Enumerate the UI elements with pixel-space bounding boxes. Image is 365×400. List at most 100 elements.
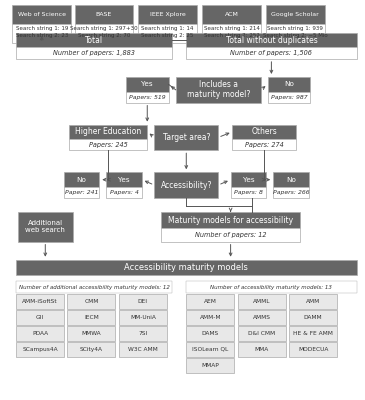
- Text: Papers: 987: Papers: 987: [271, 95, 307, 100]
- FancyBboxPatch shape: [273, 187, 309, 198]
- FancyBboxPatch shape: [186, 47, 357, 59]
- Text: Search string 1: 939: Search string 1: 939: [268, 26, 323, 31]
- FancyBboxPatch shape: [161, 228, 300, 242]
- FancyBboxPatch shape: [161, 212, 300, 228]
- FancyBboxPatch shape: [231, 172, 266, 187]
- Text: Search string 1: 297+30: Search string 1: 297+30: [70, 26, 138, 31]
- Text: DEI: DEI: [138, 299, 148, 304]
- Text: 7SI: 7SI: [138, 331, 147, 336]
- FancyBboxPatch shape: [16, 326, 64, 341]
- Text: W3C AMM: W3C AMM: [128, 347, 158, 352]
- Text: Search string 2: 70: Search string 2: 70: [78, 33, 130, 38]
- Text: Search string 1: 214: Search string 1: 214: [204, 26, 260, 31]
- Text: No: No: [284, 81, 294, 87]
- FancyBboxPatch shape: [68, 342, 115, 357]
- Text: Higher Education: Higher Education: [75, 127, 141, 136]
- Text: Papers: 245: Papers: 245: [89, 142, 128, 148]
- Text: Number of additional accessibility maturity models: 12: Number of additional accessibility matur…: [19, 285, 169, 290]
- FancyBboxPatch shape: [186, 33, 357, 47]
- FancyBboxPatch shape: [266, 5, 324, 24]
- FancyBboxPatch shape: [154, 124, 218, 150]
- FancyBboxPatch shape: [238, 326, 285, 341]
- FancyBboxPatch shape: [186, 342, 234, 357]
- FancyBboxPatch shape: [68, 294, 115, 309]
- FancyBboxPatch shape: [18, 212, 73, 242]
- Text: Papers: 8: Papers: 8: [234, 190, 263, 195]
- Text: Target area?: Target area?: [162, 133, 210, 142]
- FancyBboxPatch shape: [266, 24, 324, 43]
- FancyBboxPatch shape: [16, 47, 172, 59]
- FancyBboxPatch shape: [233, 139, 296, 150]
- Text: Others: Others: [251, 127, 277, 136]
- FancyBboxPatch shape: [16, 342, 64, 357]
- FancyBboxPatch shape: [68, 310, 115, 325]
- Text: Additional
web search: Additional web search: [25, 220, 65, 233]
- FancyBboxPatch shape: [186, 294, 234, 309]
- Text: Web of Science: Web of Science: [18, 12, 66, 17]
- Text: HE & FE AMM: HE & FE AMM: [293, 331, 333, 336]
- Text: Search string 2: 252: Search string 2: 252: [204, 33, 260, 38]
- Text: Maturity models for accessibility: Maturity models for accessibility: [168, 216, 293, 225]
- Text: Search string 1: 19: Search string 1: 19: [16, 26, 68, 31]
- Text: AEM: AEM: [204, 299, 217, 304]
- FancyBboxPatch shape: [16, 310, 64, 325]
- FancyBboxPatch shape: [119, 326, 167, 341]
- Text: Search string 1: 14: Search string 1: 14: [142, 26, 194, 31]
- Text: IECM: IECM: [84, 315, 99, 320]
- Text: SCity4A: SCity4A: [80, 347, 103, 352]
- Text: Google Scholar: Google Scholar: [272, 12, 319, 17]
- Text: BASE: BASE: [96, 12, 112, 17]
- Text: Accessibility?: Accessibility?: [161, 181, 212, 190]
- Text: DAMM: DAMM: [304, 315, 322, 320]
- Text: Includes a
maturity model?: Includes a maturity model?: [187, 80, 250, 100]
- FancyBboxPatch shape: [238, 342, 285, 357]
- FancyBboxPatch shape: [186, 282, 357, 293]
- Text: IEEE Xplore: IEEE Xplore: [150, 12, 185, 17]
- Text: GII: GII: [36, 315, 44, 320]
- Text: SCampus4A: SCampus4A: [22, 347, 58, 352]
- FancyBboxPatch shape: [233, 124, 296, 139]
- FancyBboxPatch shape: [107, 172, 142, 187]
- FancyBboxPatch shape: [64, 187, 99, 198]
- FancyBboxPatch shape: [16, 294, 64, 309]
- Text: MODECUA: MODECUA: [298, 347, 328, 352]
- FancyBboxPatch shape: [238, 310, 285, 325]
- FancyBboxPatch shape: [119, 310, 167, 325]
- FancyBboxPatch shape: [202, 24, 261, 43]
- Text: No: No: [77, 177, 87, 183]
- FancyBboxPatch shape: [107, 187, 142, 198]
- FancyBboxPatch shape: [16, 282, 172, 293]
- Text: Total without duplicates: Total without duplicates: [226, 36, 317, 45]
- FancyBboxPatch shape: [138, 5, 197, 24]
- FancyBboxPatch shape: [186, 358, 234, 373]
- FancyBboxPatch shape: [289, 294, 337, 309]
- Text: MMA: MMA: [254, 347, 269, 352]
- Text: Number of papers: 1,883: Number of papers: 1,883: [53, 50, 135, 56]
- Text: AMM-M: AMM-M: [199, 315, 221, 320]
- Text: PDAA: PDAA: [32, 331, 48, 336]
- Text: Search string 2: ~5 Mio: Search string 2: ~5 Mio: [263, 33, 328, 38]
- Text: ACM: ACM: [224, 12, 238, 17]
- Text: Number of papers: 1,506: Number of papers: 1,506: [230, 50, 312, 56]
- FancyBboxPatch shape: [289, 342, 337, 357]
- FancyBboxPatch shape: [289, 310, 337, 325]
- Text: Yes: Yes: [242, 177, 254, 183]
- Text: Papers: 266: Papers: 266: [273, 190, 309, 195]
- Text: AMML: AMML: [253, 299, 270, 304]
- FancyBboxPatch shape: [16, 33, 172, 47]
- FancyBboxPatch shape: [273, 172, 309, 187]
- Text: Search string 2: 25: Search string 2: 25: [142, 33, 194, 38]
- Text: Papers: 4: Papers: 4: [110, 190, 139, 195]
- FancyBboxPatch shape: [268, 92, 310, 103]
- FancyBboxPatch shape: [186, 326, 234, 341]
- FancyBboxPatch shape: [69, 139, 147, 150]
- FancyBboxPatch shape: [154, 172, 218, 198]
- FancyBboxPatch shape: [202, 5, 261, 24]
- Text: AMMS: AMMS: [253, 315, 270, 320]
- Text: MMAP: MMAP: [201, 363, 219, 368]
- Text: CMM: CMM: [84, 299, 99, 304]
- FancyBboxPatch shape: [126, 77, 169, 92]
- FancyBboxPatch shape: [12, 24, 71, 43]
- Text: Number of papers: 12: Number of papers: 12: [195, 232, 266, 238]
- FancyBboxPatch shape: [186, 310, 234, 325]
